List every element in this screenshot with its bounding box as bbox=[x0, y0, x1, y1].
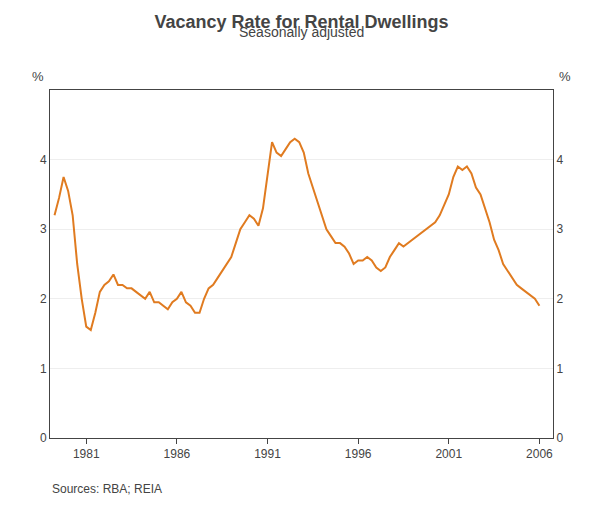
svg-text:%: % bbox=[559, 69, 571, 84]
svg-text:3: 3 bbox=[556, 222, 563, 236]
svg-text:Sources: RBA; REIA: Sources: RBA; REIA bbox=[52, 482, 162, 496]
svg-text:1996: 1996 bbox=[345, 447, 372, 461]
svg-text:4: 4 bbox=[556, 153, 563, 167]
svg-text:1981: 1981 bbox=[73, 447, 100, 461]
svg-text:2006: 2006 bbox=[526, 447, 553, 461]
svg-text:1: 1 bbox=[556, 362, 563, 376]
svg-text:0: 0 bbox=[556, 431, 563, 445]
svg-text:2: 2 bbox=[556, 292, 563, 306]
svg-text:1: 1 bbox=[40, 362, 47, 376]
svg-text:2001: 2001 bbox=[435, 447, 462, 461]
svg-text:1991: 1991 bbox=[254, 447, 281, 461]
svg-text:4: 4 bbox=[40, 153, 47, 167]
svg-text:3: 3 bbox=[40, 222, 47, 236]
svg-text:1986: 1986 bbox=[164, 447, 191, 461]
svg-text:Seasonally adjusted: Seasonally adjusted bbox=[239, 24, 364, 40]
svg-text:Vacancy Rate for Rental Dwelli: Vacancy Rate for Rental Dwellings bbox=[154, 12, 448, 32]
svg-text:2: 2 bbox=[40, 292, 47, 306]
svg-text:0: 0 bbox=[40, 431, 47, 445]
svg-text:%: % bbox=[32, 69, 44, 84]
